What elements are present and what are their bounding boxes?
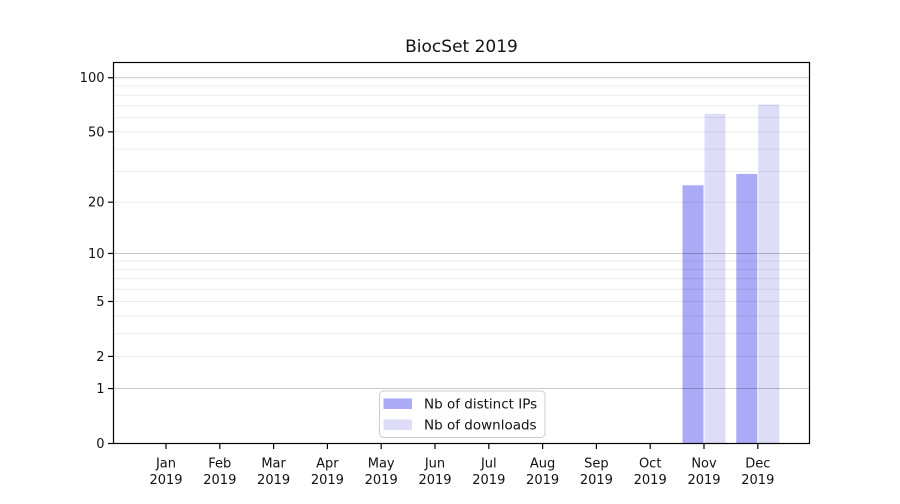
x-tick-label-year: 2019 [687,473,720,488]
x-tick-label-month: Jun [424,457,445,472]
x-tick-label-year: 2019 [741,473,774,488]
y-tick-label: 0 [96,437,104,452]
x-tick-label-month: Feb [208,457,231,472]
x-tick-label-month: Dec [745,457,770,472]
x-tick-label-year: 2019 [472,473,505,488]
legend-label-downloads: Nb of downloads [424,418,537,434]
x-tick-label-year: 2019 [580,473,613,488]
legend-box [379,390,546,438]
y-tick-label: 20 [88,196,105,211]
bar-nov-distinct-ips [682,185,704,444]
x-tick-label-year: 2019 [418,473,451,488]
x-axis-ticks: Jan2019Feb2019Mar2019Apr2019May2019Jun20… [149,443,774,488]
chart-title: BiocSet 2019 [405,37,518,57]
x-tick-label-month: Apr [316,457,339,472]
bars [682,104,780,444]
x-tick-label-year: 2019 [257,473,290,488]
x-tick-label-month: Nov [691,457,717,472]
y-tick-label: 50 [88,125,105,140]
y-axis-ticks: 0 1 2 5 10 20 50 100 [80,71,114,452]
legend-label-distinct-ips: Nb of distinct IPs [424,397,537,413]
y-tick-label: 10 [88,247,105,262]
x-tick-label-month: Sep [584,457,609,472]
x-tick-label-year: 2019 [634,473,667,488]
x-tick-label-month: Aug [530,457,555,472]
bar-nov-downloads [704,113,726,444]
x-tick-label-year: 2019 [203,473,236,488]
y-tick-label: 2 [96,350,104,365]
x-tick-label-month: May [368,457,395,472]
x-tick-label-month: Jul [480,457,497,472]
x-tick-label-month: Oct [639,457,661,472]
x-tick-label-year: 2019 [526,473,559,488]
x-tick-label-month: Jan [155,457,176,472]
x-tick-label-year: 2019 [311,473,344,488]
bar-dec-distinct-ips [736,173,758,444]
x-tick-label-month: Mar [261,457,286,472]
y-tick-label: 5 [96,295,104,310]
gridlines [113,77,810,390]
x-tick-label-year: 2019 [365,473,398,488]
legend-swatch-downloads [383,419,412,430]
bar-dec-downloads [758,104,780,444]
legend: Nb of distinct IPs Nb of downloads [379,390,546,438]
x-tick-label-year: 2019 [149,473,182,488]
y-tick-label: 1 [96,382,104,397]
y-tick-label: 100 [80,71,105,86]
legend-swatch-distinct-ips [383,398,412,409]
